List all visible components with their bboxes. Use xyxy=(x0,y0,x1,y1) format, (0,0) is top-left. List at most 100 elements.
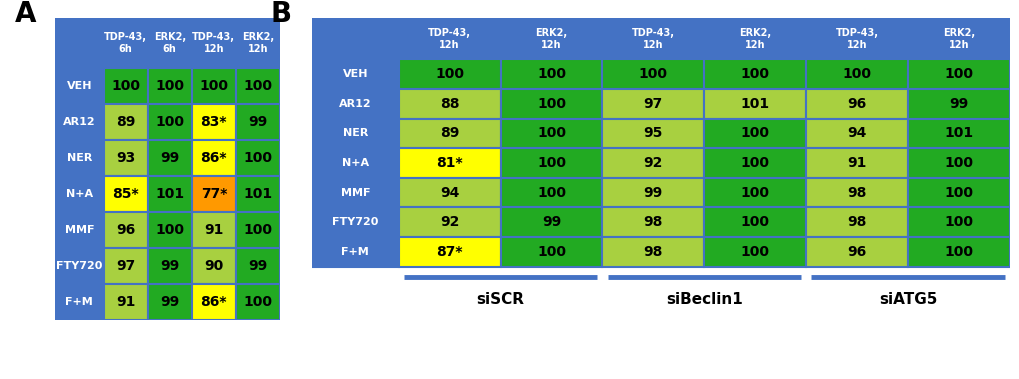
Text: 100: 100 xyxy=(244,295,272,309)
Bar xyxy=(235,248,280,284)
Bar xyxy=(312,237,398,267)
Bar xyxy=(103,68,148,104)
Text: F+M: F+M xyxy=(341,247,369,257)
Text: 99: 99 xyxy=(160,295,179,309)
Bar xyxy=(602,148,703,178)
Text: 90: 90 xyxy=(204,259,223,273)
Bar xyxy=(148,248,192,284)
Bar xyxy=(703,119,805,148)
Text: TDP-43,
12h: TDP-43, 12h xyxy=(428,28,471,50)
Bar xyxy=(398,18,500,60)
Text: 95: 95 xyxy=(643,127,662,141)
Text: 101: 101 xyxy=(944,127,973,141)
Text: 100: 100 xyxy=(740,156,769,170)
Text: 96: 96 xyxy=(847,245,866,259)
Text: VEH: VEH xyxy=(342,69,368,79)
Bar xyxy=(192,18,235,68)
Text: 81*: 81* xyxy=(436,156,463,170)
Text: 100: 100 xyxy=(536,127,566,141)
Text: N+A: N+A xyxy=(341,158,369,168)
Text: 88: 88 xyxy=(439,97,459,111)
Text: 100: 100 xyxy=(536,97,566,111)
Bar xyxy=(398,207,500,237)
Bar xyxy=(235,140,280,176)
Text: 94: 94 xyxy=(847,127,866,141)
Text: 100: 100 xyxy=(740,67,769,81)
Bar xyxy=(602,89,703,119)
Text: 100: 100 xyxy=(536,156,566,170)
Text: 100: 100 xyxy=(155,223,184,237)
Bar xyxy=(235,284,280,320)
Text: 97: 97 xyxy=(116,259,136,273)
Text: 96: 96 xyxy=(847,97,866,111)
Text: 100: 100 xyxy=(536,186,566,200)
Bar xyxy=(103,18,148,68)
Text: 98: 98 xyxy=(847,186,866,200)
Bar xyxy=(398,60,500,89)
Bar xyxy=(907,60,1009,89)
Bar xyxy=(500,237,602,267)
Bar xyxy=(703,148,805,178)
Text: 100: 100 xyxy=(536,245,566,259)
Bar xyxy=(907,148,1009,178)
Text: 100: 100 xyxy=(944,245,972,259)
Bar xyxy=(192,248,235,284)
Text: 77*: 77* xyxy=(201,187,227,201)
Text: 92: 92 xyxy=(643,156,662,170)
Text: 99: 99 xyxy=(949,97,968,111)
Text: 100: 100 xyxy=(740,215,769,229)
Bar xyxy=(148,212,192,248)
Bar xyxy=(398,148,500,178)
Bar xyxy=(907,89,1009,119)
Text: 100: 100 xyxy=(155,79,184,93)
Text: 99: 99 xyxy=(541,215,560,229)
Bar xyxy=(602,178,703,207)
Bar xyxy=(192,176,235,212)
Text: ERK2,
6h: ERK2, 6h xyxy=(154,32,185,54)
Text: F+M: F+M xyxy=(65,297,93,307)
Bar xyxy=(312,178,398,207)
Text: ERK2,
12h: ERK2, 12h xyxy=(242,32,274,54)
Bar xyxy=(805,89,907,119)
Text: ERK2,
12h: ERK2, 12h xyxy=(535,28,567,50)
Text: 100: 100 xyxy=(244,223,272,237)
Text: ERK2,
12h: ERK2, 12h xyxy=(942,28,974,50)
Bar xyxy=(235,212,280,248)
Text: 99: 99 xyxy=(160,151,179,165)
Text: 86*: 86* xyxy=(201,151,227,165)
Text: 91: 91 xyxy=(116,295,136,309)
Bar xyxy=(398,119,500,148)
Bar xyxy=(805,60,907,89)
Bar xyxy=(703,60,805,89)
Text: A: A xyxy=(14,0,36,28)
Text: 100: 100 xyxy=(944,186,972,200)
Text: siSCR: siSCR xyxy=(476,292,524,307)
Bar xyxy=(602,119,703,148)
Bar xyxy=(103,104,148,140)
Text: 92: 92 xyxy=(439,215,459,229)
Text: 91: 91 xyxy=(204,223,223,237)
Bar xyxy=(602,60,703,89)
Bar xyxy=(703,18,805,60)
Bar xyxy=(312,89,398,119)
Text: FTY720: FTY720 xyxy=(332,217,378,227)
Text: 101: 101 xyxy=(740,97,769,111)
Bar xyxy=(703,207,805,237)
Text: AR12: AR12 xyxy=(63,117,96,127)
Text: 100: 100 xyxy=(638,67,667,81)
Bar xyxy=(500,89,602,119)
Text: 100: 100 xyxy=(740,186,769,200)
Bar xyxy=(55,18,103,68)
Bar xyxy=(235,176,280,212)
Bar xyxy=(192,140,235,176)
Text: ERK2,
12h: ERK2, 12h xyxy=(739,28,770,50)
Bar xyxy=(55,68,103,104)
Bar xyxy=(55,140,103,176)
Bar xyxy=(55,176,103,212)
Bar xyxy=(148,176,192,212)
Text: 91: 91 xyxy=(847,156,866,170)
Text: 89: 89 xyxy=(116,115,136,129)
Text: 94: 94 xyxy=(439,186,459,200)
Text: 100: 100 xyxy=(435,67,464,81)
Bar xyxy=(148,68,192,104)
